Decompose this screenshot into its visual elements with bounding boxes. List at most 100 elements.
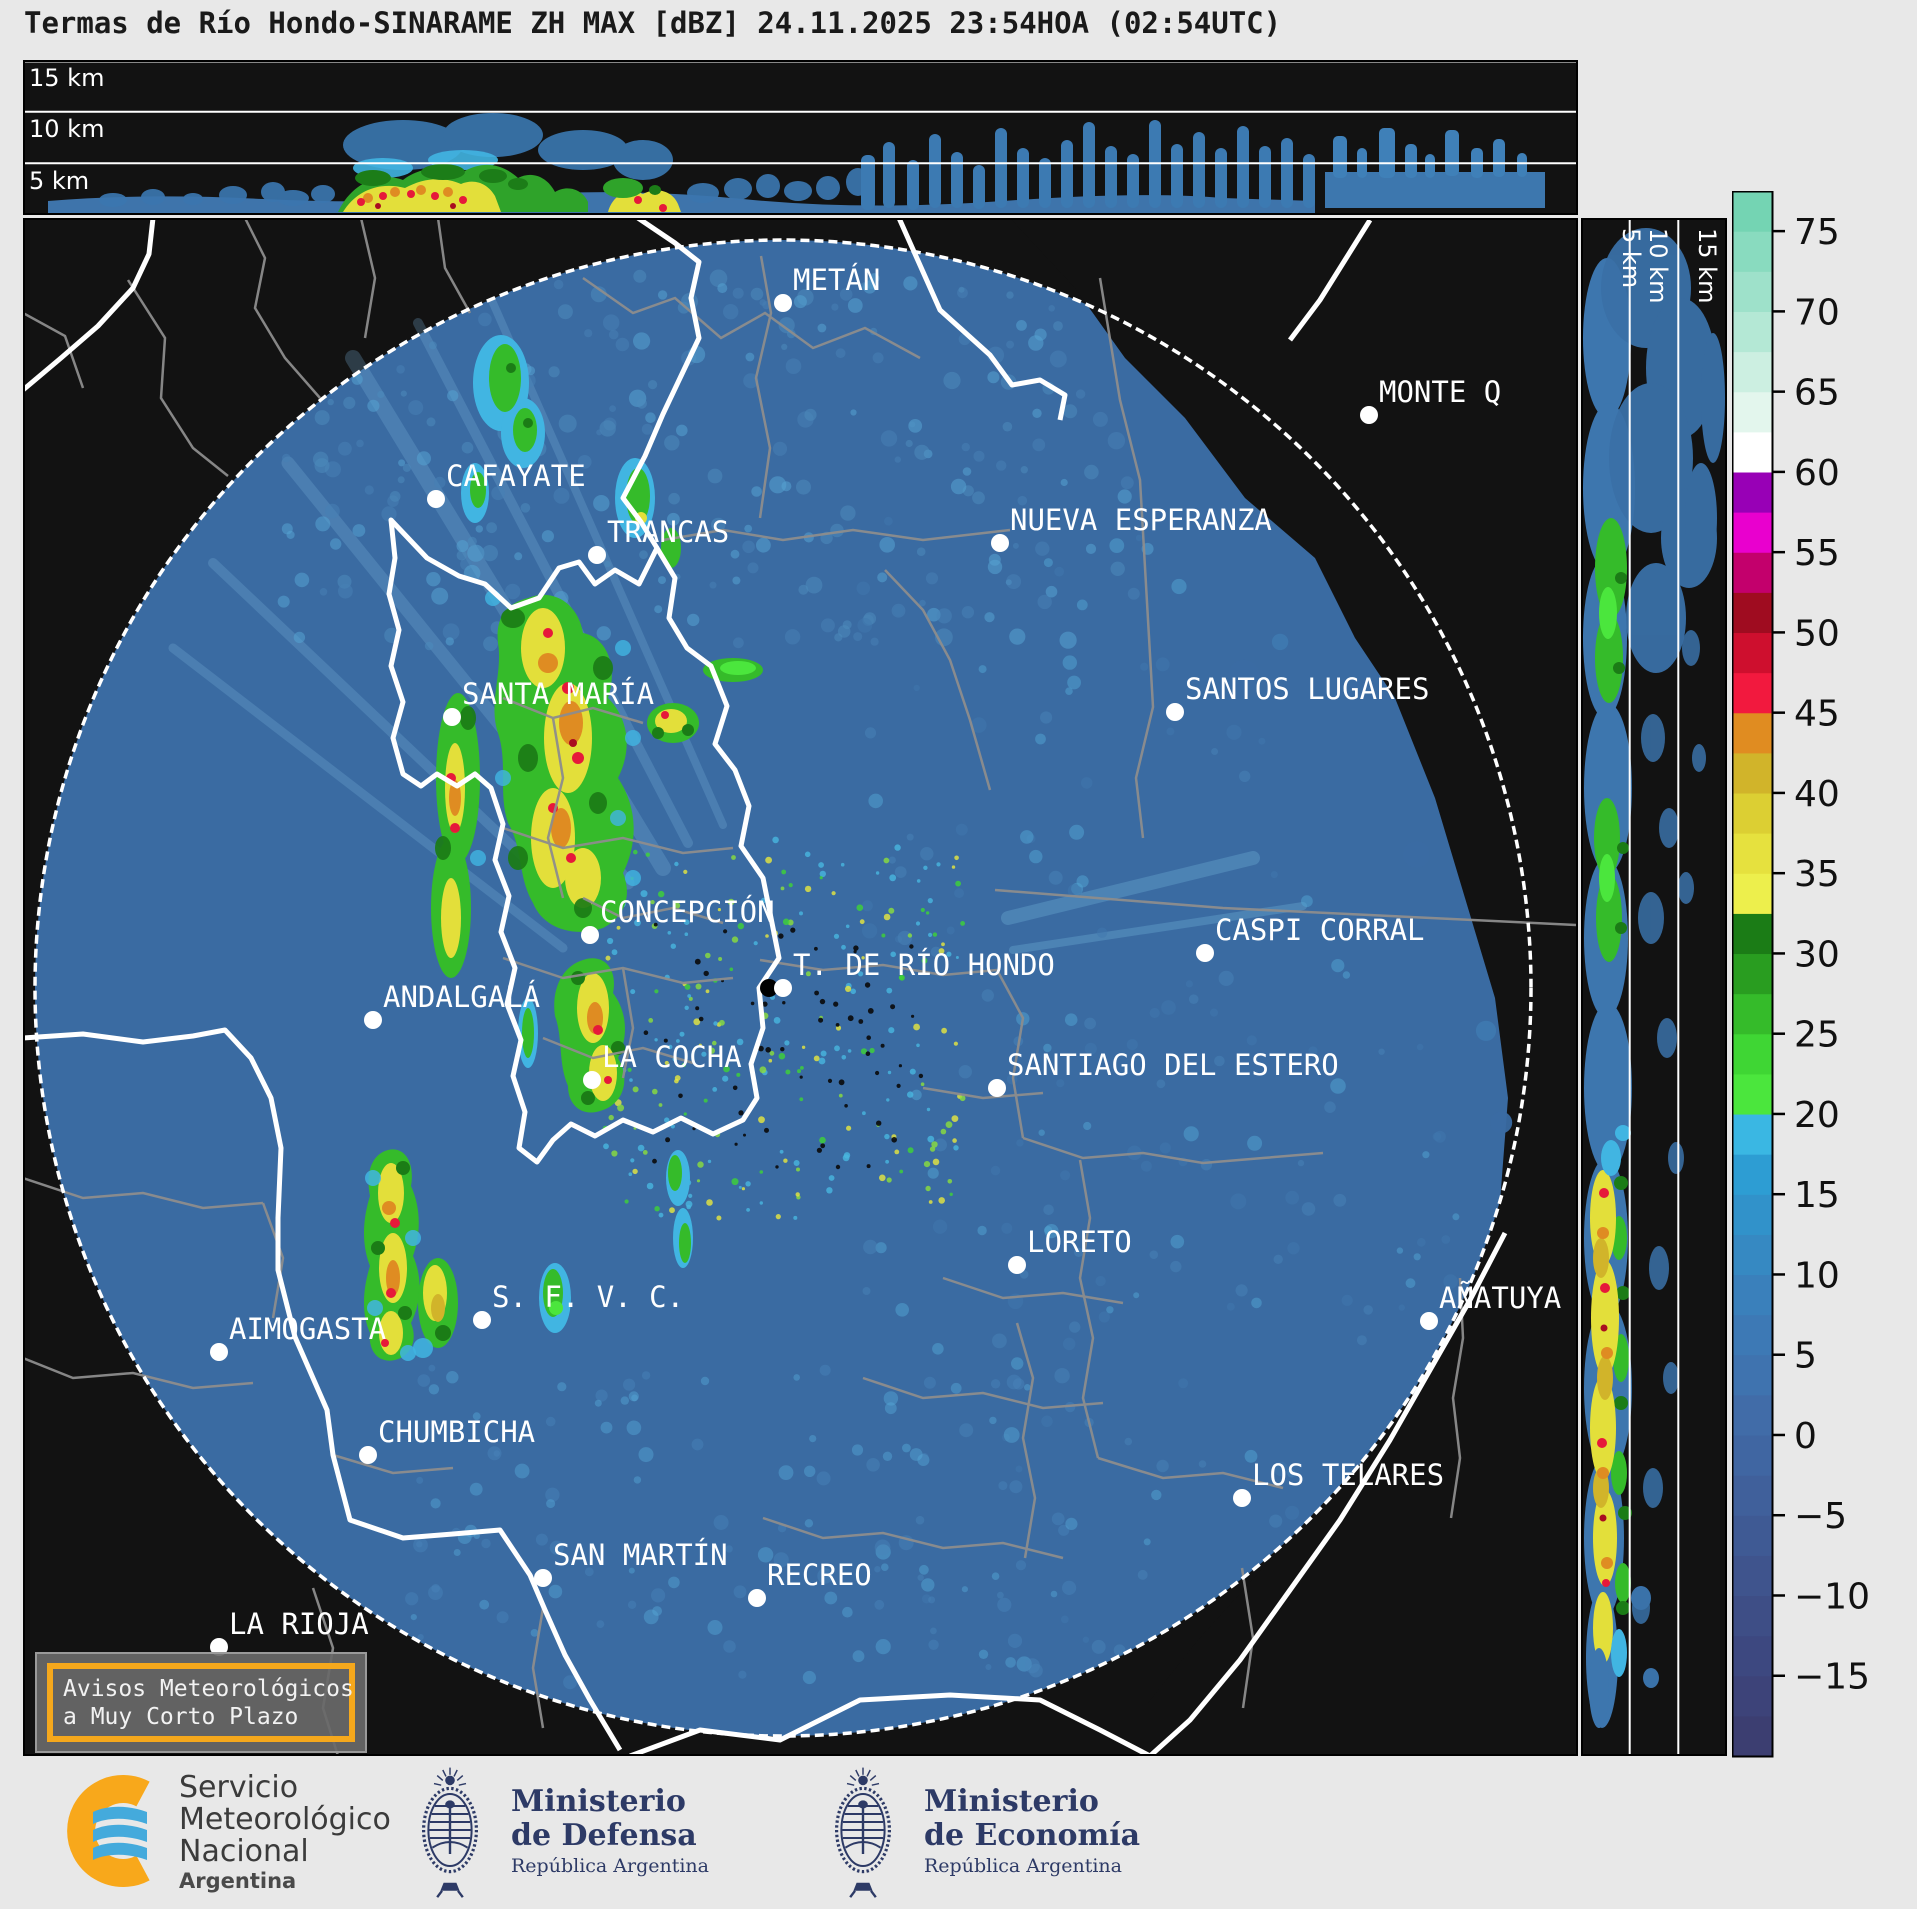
warning-box[interactable]: Avisos Meteorológicos a Muy Corto Plazo [35,1652,367,1753]
ministerio-defensa-block[interactable]: Ministerio de Defensa República Argentin… [405,1762,709,1902]
colorbar-segment [1733,351,1772,393]
map-border [23,218,1578,1756]
city-label: SANTIAGO DEL ESTERO [1007,1048,1339,1082]
city-markers-layer: METÁN MONTE Q CAFAYATE TRANCAS NUEVA ESPERAN… [210,263,1561,1656]
smn-text: Servicio Meteorológico Nacional Argentin… [179,1772,391,1894]
colorbar-segment [1733,311,1772,353]
city-label: RECREO [767,1558,872,1592]
right-profile-border [1581,218,1727,1756]
warning-line-2: a Muy Corto Plazo [63,1703,299,1730]
city-label: TRANCAS [607,515,729,549]
colorbar-segment [1733,431,1772,473]
colorbar-tick-label: 20 [1794,1095,1840,1136]
city-dot [774,979,792,997]
colorbar-segment [1733,592,1772,634]
colorbar-segment [1733,271,1772,312]
city-label: MONTE Q [1379,375,1501,409]
colorbar-segment [1733,1274,1772,1316]
city-dot [1166,703,1184,721]
city-label: AIMOGASTA [229,1312,386,1346]
top-profile-height-labels: 15 km 10 km 5 km [29,64,104,195]
city-dot [473,1311,491,1329]
city-label: LOS TELARES [1252,1458,1444,1492]
colorbar-segment [1733,1194,1772,1235]
colorbar-tick-label: 0 [1794,1416,1817,1457]
city-dot [991,534,1009,552]
colorbar-tick-label: 60 [1794,453,1840,494]
colorbar-segment [1733,1675,1772,1717]
colorbar-segment [1733,873,1772,914]
city-dot [1233,1489,1251,1507]
colorbar-tick-label: 15 [1794,1175,1840,1216]
colorbar-segment [1733,1434,1772,1476]
echo-speckle-texture [277,269,1460,1690]
city-label: S. F. V. C. [492,1280,684,1314]
colorbar-tick-label: 30 [1794,934,1840,975]
city-label: SANTA MARÍA [462,677,654,711]
colorbar-segment [1733,391,1772,433]
city-label: CONCEPCIÓN [600,895,775,929]
city-label: CASPI CORRAL [1215,913,1425,947]
city-label: ANDALGALÁ [383,980,540,1014]
smn-logo-icon [67,1775,150,1887]
city-label: NUEVA ESPERANZA [1010,503,1272,537]
colorbar-segments [1733,191,1772,1757]
economia-line-1: Ministerio [924,1784,1099,1819]
radar-ray-streaks-ne [1001,851,1307,954]
colorbar-segment [1733,1394,1772,1436]
colorbar-tick-label: 75 [1794,212,1840,253]
colorbar-segment [1733,1635,1772,1677]
no-echo-region-ne [1010,218,1578,1703]
colorbar-tick-label: −10 [1794,1576,1870,1617]
colorbar-segment [1733,712,1772,754]
city-label: LA COCHA [602,1040,742,1074]
province-borders [23,218,1508,1756]
city-label: CHUMBICHA [378,1415,535,1449]
top-height-profile-panel: 15 km 10 km 5 km [23,60,1578,215]
colorbar-segment [1733,1715,1772,1757]
colorbar-segment [1733,632,1772,674]
colorbar-segment [1733,953,1772,995]
smn-line-2: Meteorológico [179,1802,391,1837]
defensa-line-1: Ministerio [511,1784,686,1819]
city-dot [210,1343,228,1361]
ministerio-economia-block[interactable]: Ministerio de Economía República Argenti… [818,1762,1140,1902]
radar-site-dot [760,979,778,997]
colorbar-tick-label: 50 [1794,613,1840,654]
colorbar-tick-label: 40 [1794,774,1840,815]
colorbar-segment [1733,1073,1772,1115]
city-label: METÁN [793,263,880,297]
colorbar-segment [1733,1314,1772,1356]
city-dot [1008,1256,1026,1274]
ne-echo-patches [1228,633,1513,1134]
city-label: CAFAYATE [446,459,586,493]
colorbar-tick-label: 65 [1794,373,1840,414]
defensa-text: Ministerio de Defensa República Argentin… [511,1785,709,1879]
smn-logo-block[interactable]: Servicio Meteorológico Nacional Argentin… [55,1772,391,1894]
colorbar-segment [1733,833,1772,874]
economia-text: Ministerio de Economía República Argenti… [924,1785,1140,1879]
colorbar-segment [1733,471,1772,513]
height-label: 15 km [1693,228,1721,303]
colorbar-outline [1732,191,1774,1758]
height-label: 10 km [1644,228,1672,303]
smn-line-1: Servicio [179,1770,299,1805]
colorbar-segment [1733,552,1772,593]
city-label: AÑATUYA [1439,1281,1561,1315]
city-dot [427,490,445,508]
colorbar-segment [1733,1154,1772,1195]
city-label: LORETO [1027,1225,1132,1259]
colorbar-segment [1733,1555,1772,1597]
colorbar-segment [1733,1033,1772,1075]
colorbar-segment [1733,752,1772,794]
footer-logos: Servicio Meteorológico Nacional Argentin… [0,1760,1917,1909]
city-dot [359,1446,377,1464]
colorbar-segment [1733,191,1772,232]
colorbar-segment [1733,1234,1772,1276]
warning-line-1: Avisos Meteorológicos [63,1675,354,1702]
city-dot [988,1079,1006,1097]
economia-line-2: de Economía [924,1818,1141,1853]
